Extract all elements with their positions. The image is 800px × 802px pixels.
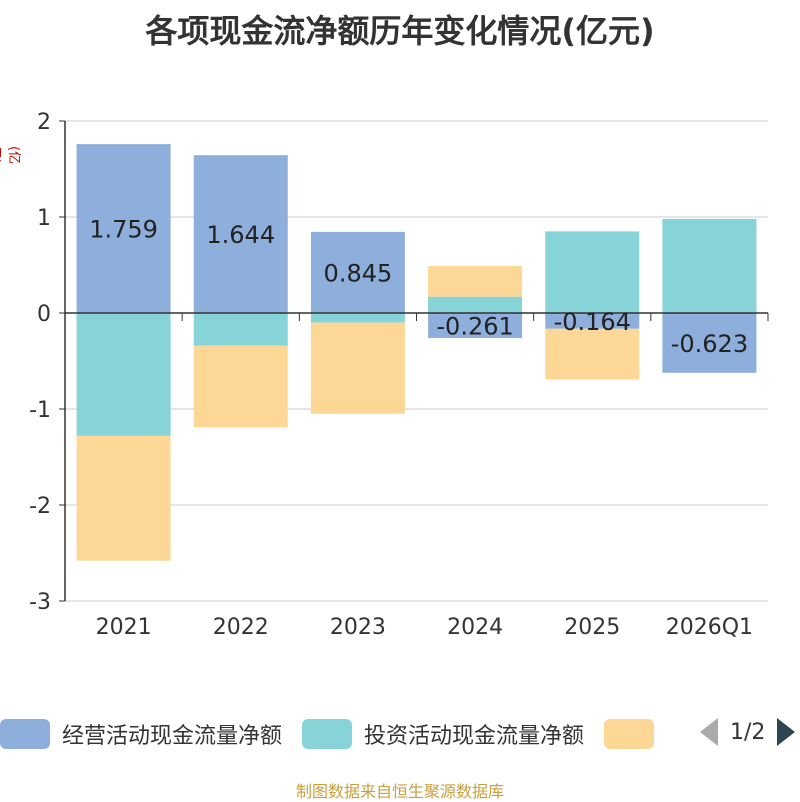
- y-tick-label: 1: [37, 206, 51, 231]
- chart-title: 各项现金流净额历年变化情况(亿元): [145, 12, 655, 50]
- y-tick-label: -1: [29, 398, 51, 423]
- data-label: 1.759: [89, 216, 158, 244]
- bar-series2: [310, 322, 405, 414]
- bar-series0: [545, 313, 640, 329]
- x-tick-label: 2021: [96, 615, 152, 640]
- bar-series2: [545, 328, 640, 380]
- legend-item-financing[interactable]: [604, 719, 666, 749]
- data-label: 1.644: [206, 221, 275, 249]
- bar-series1: [545, 231, 640, 313]
- bar-series1: [76, 313, 171, 436]
- data-label: 0.845: [324, 259, 393, 287]
- x-tick-label: 2024: [447, 615, 503, 640]
- bar-series0: [193, 155, 288, 313]
- bar-series0: [662, 313, 757, 373]
- legend-item-operating[interactable]: 经营活动现金流量净额: [0, 718, 282, 750]
- bar-series1: [310, 313, 405, 323]
- y-tick-label: -3: [29, 590, 51, 615]
- data-source: 制图数据来自恒生聚源数据库: [295, 782, 504, 801]
- bar-series2: [76, 435, 171, 561]
- legend-swatch-operating: [0, 719, 50, 749]
- legend-pager: 1/2: [700, 718, 796, 746]
- bar-series0: [428, 313, 523, 339]
- bar-series0: [310, 231, 405, 313]
- bar-series1: [428, 296, 523, 313]
- data-label: -0.261: [436, 313, 513, 341]
- x-tick-label: 2023: [330, 615, 386, 640]
- bar-series2: [428, 265, 523, 297]
- legend-swatch-financing: [604, 719, 655, 749]
- y-tick-label: 2: [37, 110, 51, 135]
- legend-item-investing[interactable]: 投资活动现金流量净额: [302, 718, 584, 750]
- y-tick-label: -2: [29, 494, 51, 519]
- legend-label-investing: 投资活动现金流量净额: [364, 724, 585, 749]
- legend-page-indicator: 1/2: [730, 719, 766, 745]
- legend-swatch-investing: [302, 719, 353, 749]
- x-tick-label: 2025: [564, 615, 620, 640]
- x-tick-label: 2026Q1: [666, 615, 753, 640]
- legend-label-operating: 经营活动现金流量净额: [62, 724, 283, 749]
- legend-next-icon[interactable]: [777, 718, 796, 746]
- data-label: -0.623: [671, 330, 748, 358]
- bar-series0: [76, 144, 171, 313]
- legend-prev-icon[interactable]: [700, 718, 718, 746]
- x-tick-label: 2022: [213, 615, 269, 640]
- legend: 经营活动现金流量净额 投资活动现金流量净额: [0, 716, 800, 752]
- bar-series2: [193, 345, 288, 428]
- y-tick-label: 0: [37, 302, 51, 327]
- data-label: -0.164: [554, 308, 631, 336]
- chart-plot: 2 1 0 -1 -2 -3 1.759 1.644 0.845 -0.261 -0.164 -0.6…: [29, 110, 769, 640]
- bar-series1: [662, 218, 757, 313]
- bar-series1: [193, 313, 288, 346]
